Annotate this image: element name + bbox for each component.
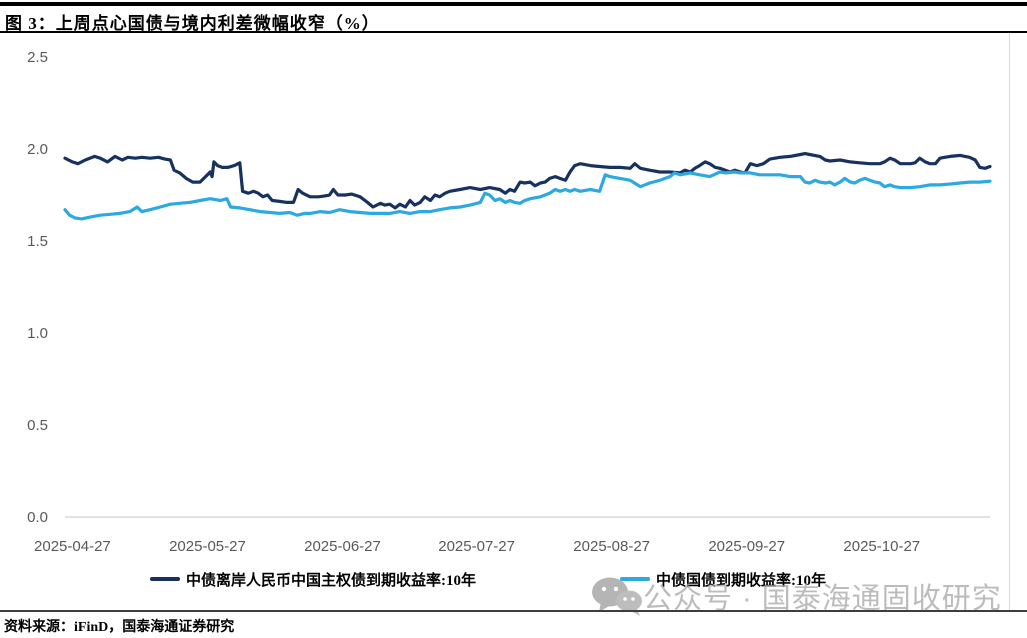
- x-tick-label: 2025-06-27: [304, 538, 381, 555]
- footer-divider-rule: [0, 610, 1027, 612]
- figure-right-border: [1009, 33, 1010, 610]
- offshore-series-swatch: [150, 577, 180, 581]
- legend-label-onshore-yield: 中债国债到期收益率:10年: [656, 572, 826, 589]
- offshore-rmb-sovereign-yield-line: [63, 152, 992, 210]
- legend-label-offshore-yield: 中债离岸人民币中国主权债到期收益率:10年: [186, 572, 476, 589]
- y-tick-label: 1.5: [27, 233, 48, 250]
- x-tick-label: 2025-09-27: [708, 538, 785, 555]
- chart-legend: 中债离岸人民币中国主权债到期收益率:10年 中债国债到期收益率:10年: [0, 568, 1010, 590]
- y-tick-label: 0.0: [27, 509, 48, 526]
- source-note: 资料来源：iFinD，国泰海通证券研究: [4, 620, 235, 635]
- y-tick-label: 1.0: [27, 325, 48, 342]
- figure-title: 图 3：上周点心国债与境内利差微幅收窄（%）: [5, 14, 380, 33]
- x-tick-label: 2025-10-27: [843, 538, 920, 555]
- china-cgb-yield-line: [63, 170, 992, 221]
- x-tick-label: 2025-07-27: [438, 538, 515, 555]
- legend-item-onshore-yield: 中债国债到期收益率:10年: [620, 568, 826, 590]
- y-tick-label: 2.5: [27, 49, 48, 66]
- title-underline-rule: [0, 31, 1027, 33]
- onshore-series-swatch: [620, 577, 650, 581]
- y-tick-label: 0.5: [27, 417, 48, 434]
- legend-item-offshore-yield: 中债离岸人民币中国主权债到期收益率:10年: [150, 568, 476, 590]
- top-border-rule: [0, 2, 1027, 6]
- x-tick-label: 2025-05-27: [169, 538, 246, 555]
- x-tick-label: 2025-08-27: [573, 538, 650, 555]
- x-tick-label: 2025-04-27: [34, 538, 111, 555]
- y-tick-label: 2.0: [27, 141, 48, 158]
